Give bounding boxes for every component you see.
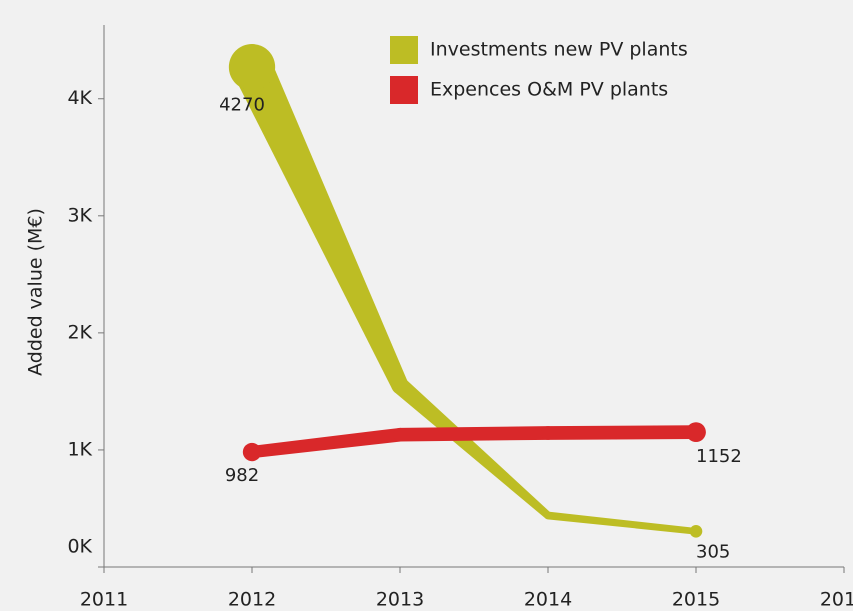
x-tick-label: 2015 xyxy=(672,589,720,611)
y-tick-label: 1K xyxy=(67,438,92,460)
legend-swatch xyxy=(390,36,418,64)
y-axis-label: Added value (M€) xyxy=(25,208,47,376)
line-segment xyxy=(233,58,408,390)
line-segment xyxy=(251,427,401,459)
x-tick-label: 2012 xyxy=(228,589,276,611)
point xyxy=(686,422,706,443)
y-tick-label: 0K xyxy=(67,536,92,558)
legend-label: Investments new PV plants xyxy=(430,39,688,61)
point xyxy=(242,442,262,462)
x-tick-label: 2013 xyxy=(376,589,424,611)
y-tick-label: 2K xyxy=(67,321,92,343)
line-segment xyxy=(547,511,697,535)
x-tick-label: 2016 xyxy=(820,589,853,611)
legend-label: Expences O&M PV plants xyxy=(430,79,668,101)
line-segment xyxy=(547,425,697,440)
y-tick-label: 4K xyxy=(67,87,92,109)
data-label: 982 xyxy=(225,465,259,486)
x-tick-label: 2011 xyxy=(80,589,128,611)
data-label: 4270 xyxy=(219,94,265,115)
point xyxy=(689,524,703,538)
point xyxy=(228,43,276,91)
line-segment xyxy=(394,379,551,519)
x-tick-label: 2014 xyxy=(524,589,572,611)
legend-swatch xyxy=(390,76,418,104)
y-tick-label: 3K xyxy=(67,204,92,226)
data-label: 1152 xyxy=(696,446,742,467)
data-label: 305 xyxy=(696,542,730,563)
line-segment xyxy=(399,426,549,442)
